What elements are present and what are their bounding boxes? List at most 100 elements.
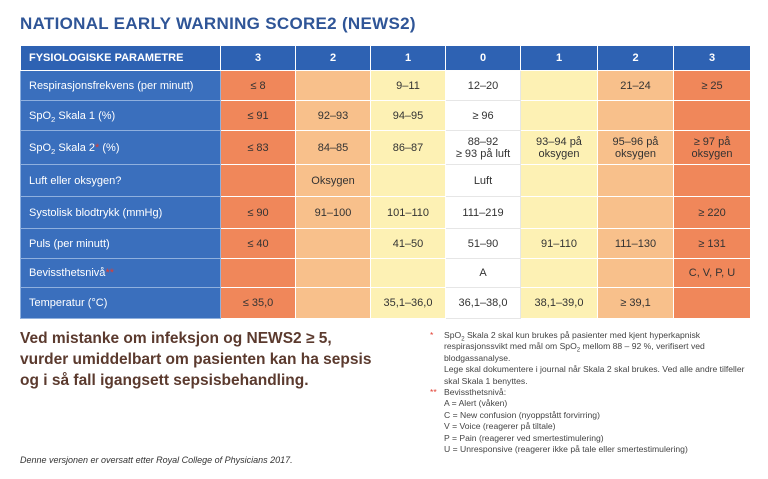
score-cell: 101–110 — [370, 196, 446, 229]
note: ** Bevissthetsnivå: A = Alert (våken) C = N… — [430, 387, 750, 455]
header-row: FYSIOLOGISKE PARAMETRE 3 2 1 0 1 2 3 — [20, 45, 751, 71]
sepsis-warning: Ved mistanke om infeksjon og NEWS2 ≥ 5, v… — [20, 328, 371, 391]
parameter-row: SpO2 Skala 2* (%) ≤ 83 84–85 86–87 88–92 ≥ 9… — [20, 130, 751, 165]
parameter-row: Respirasjonsfrekvens (per minutt) ≤ 8 9–11… — [20, 70, 751, 101]
score-cell: 9–11 — [370, 70, 446, 101]
score-cell: Oksygen — [295, 164, 371, 197]
score-cell: A — [445, 258, 521, 288]
text: mellom 88 – 92 %, verifisert ved blodgas… — [444, 341, 705, 363]
note-heading: Bevissthetsnivå: — [444, 387, 507, 398]
score-cell — [295, 258, 371, 288]
score-cell: 93–94 på oksygen — [520, 130, 598, 165]
score-header: 3 — [220, 45, 296, 71]
warning-line: vurder umiddelbart om pasienten kan ha s… — [20, 351, 372, 368]
subscript: 2 — [51, 114, 56, 124]
subscript: 2 — [461, 336, 465, 343]
text: Luft eller oksygen? — [29, 174, 122, 187]
note-item: C = New confusion (nyoppstått forvirring… — [444, 409, 600, 420]
score-cell: 91–110 — [520, 228, 598, 259]
score-cell: 35,1–36,0 — [370, 287, 446, 319]
score-cell: 92–93 — [295, 100, 371, 131]
score-cell — [295, 70, 371, 101]
score-cell: ≤ 90 — [220, 196, 296, 229]
source-note: Denne versjonen er oversatt etter Royal … — [20, 455, 293, 465]
score-cell — [370, 164, 446, 197]
score-cell — [597, 164, 674, 197]
note-marker: * — [430, 330, 434, 340]
score-header: 1 — [520, 45, 598, 71]
score-cell: 21–24 — [597, 70, 674, 101]
score-cell: 38,1–39,0 — [520, 287, 598, 319]
score-cell — [673, 100, 751, 131]
score-cell: 88–92 ≥ 93 på luft — [445, 130, 521, 165]
note-item: A = Alert (våken) — [444, 398, 508, 409]
score-cell — [220, 258, 296, 288]
note-marker: ** — [430, 387, 437, 398]
score-cell: 94–95 — [370, 100, 446, 131]
text: SpO — [29, 141, 52, 154]
parameter-header: FYSIOLOGISKE PARAMETRE — [20, 45, 221, 71]
score-cell: ≤ 8 — [220, 70, 296, 101]
score-cell — [673, 164, 751, 197]
subscript: 2 — [576, 348, 581, 355]
score-cell — [520, 100, 598, 131]
score-cell: 12–20 — [445, 70, 521, 101]
warning-line: og i så fall igangsett sepsisbehandling. — [20, 372, 309, 389]
parameter-row: Luft eller oksygen? Oksygen Luft — [20, 164, 751, 197]
subscript: 2 — [51, 146, 56, 156]
score-cell: C, V, P, U — [673, 258, 751, 288]
parameter-label: Systolisk blodtrykk (mmHg) — [20, 196, 221, 229]
parameter-label: Temperatur (°C) — [20, 287, 221, 319]
score-cell: 111–130 — [597, 228, 674, 259]
parameter-label: Luft eller oksygen? — [20, 164, 221, 197]
news2-table: FYSIOLOGISKE PARAMETRE 3 2 1 0 1 2 3 Respirasjon… — [20, 45, 751, 319]
score-cell: 91–100 — [295, 196, 371, 229]
score-cell: ≥ 25 — [673, 70, 751, 101]
parameter-row: Systolisk blodtrykk (mmHg) ≤ 90 91–100 101–… — [20, 196, 751, 229]
parameter-label: Respirasjonsfrekvens (per minutt) — [20, 70, 221, 101]
score-cell: ≤ 91 — [220, 100, 296, 131]
text: Skala 2 — [55, 141, 96, 154]
score-cell: 111–219 — [445, 196, 521, 229]
score-cell: Luft — [445, 164, 521, 197]
title: NATIONAL EARLY WARNING SCORE2 (NEWS2) — [20, 14, 416, 33]
parameter-label: SpO2 Skala 1 (%) — [20, 100, 221, 131]
parameter-label: SpO2 Skala 2* (%) — [20, 130, 221, 165]
score-cell: ≤ 35,0 — [220, 287, 296, 319]
score-cell: ≥ 96 — [445, 100, 521, 131]
score-cell: ≥ 97 på oksygen — [673, 130, 751, 165]
score-cell — [520, 196, 598, 229]
text: Bevissthetsnivå — [29, 267, 106, 279]
note-item: U = Unresponsive (reagerer ikke på tale … — [444, 444, 688, 455]
text: Skala 2 skal kun brukes på pasienter med… — [444, 330, 701, 352]
note-item: P = Pain (reagerer ved smertestimulering… — [444, 432, 604, 443]
score-header: 3 — [673, 45, 751, 71]
score-header: 0 — [445, 45, 521, 71]
score-cell: ≤ 83 — [220, 130, 296, 165]
note-marker: * — [95, 141, 100, 154]
score-cell — [220, 164, 296, 197]
score-header: 1 — [370, 45, 446, 71]
score-cell — [520, 164, 598, 197]
score-cell — [597, 258, 674, 288]
parameter-label: Puls (per minutt) — [20, 228, 221, 259]
score-cell: 84–85 — [295, 130, 371, 165]
score-cell — [295, 228, 371, 259]
note: * SpO2 Skala 2 skal kun brukes på pasient… — [430, 330, 750, 364]
text: Systolisk blodtrykk (mmHg) — [29, 206, 163, 219]
score-cell: ≥ 131 — [673, 228, 751, 259]
text: SpO — [29, 109, 52, 122]
note: Lege skal dokumentere i journal når Skal… — [444, 364, 745, 386]
score-cell: 95–96 på oksygen — [597, 130, 674, 165]
parameter-label: Bevissthetsnivå** — [20, 258, 221, 288]
footnotes: * SpO2 Skala 2 skal kun brukes på pasient… — [430, 330, 750, 455]
note-item: V = Voice (reagerer på tiltale) — [444, 421, 556, 432]
text: Puls (per minutt) — [29, 237, 110, 250]
score-cell: ≥ 220 — [673, 196, 751, 229]
parameter-row: Puls (per minutt) ≤ 40 41–50 51–90 91–110 111… — [20, 228, 751, 259]
score-cell — [520, 70, 598, 101]
score-header: 2 — [597, 45, 674, 71]
text: SpO — [444, 330, 462, 340]
score-cell: ≥ 39,1 — [597, 287, 674, 319]
